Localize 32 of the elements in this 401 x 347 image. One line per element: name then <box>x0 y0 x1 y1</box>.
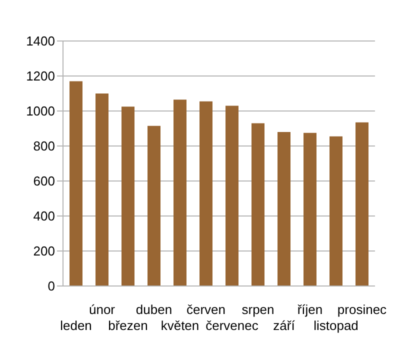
x-tick-label: prosinec <box>337 302 388 317</box>
bar <box>252 123 264 286</box>
bar <box>96 94 108 286</box>
y-tick-label: 1400 <box>26 34 55 49</box>
bar <box>356 122 368 286</box>
y-tick-label: 800 <box>33 138 55 154</box>
bar <box>330 136 342 286</box>
x-tick-label: březen <box>108 318 148 333</box>
x-tick-label: září <box>273 318 296 333</box>
y-tick-label: 400 <box>33 208 55 224</box>
bar <box>278 132 290 286</box>
y-tick-label: 0 <box>48 278 55 294</box>
y-tick-label: 200 <box>33 244 55 259</box>
x-tick-label: duben <box>136 302 172 317</box>
x-tick-label: červenec <box>206 318 259 333</box>
x-tick-label: říjen <box>297 302 323 317</box>
x-tick-label: leden <box>60 318 92 333</box>
bar <box>174 100 186 286</box>
x-tick-label: listopad <box>314 318 358 333</box>
x-tick-label: červen <box>186 302 226 317</box>
bar <box>226 106 238 286</box>
y-tick-label: 1200 <box>26 68 55 84</box>
y-tick-label: 600 <box>33 174 55 189</box>
bar <box>200 101 212 286</box>
bar <box>304 132 316 286</box>
bar <box>122 106 134 286</box>
x-tick-label: srpen <box>242 302 274 317</box>
y-tick-label: 1000 <box>26 104 55 119</box>
x-tick-label: únor <box>88 302 116 317</box>
bar <box>70 81 82 286</box>
bar <box>148 126 160 286</box>
x-tick-label: květen <box>160 318 200 333</box>
